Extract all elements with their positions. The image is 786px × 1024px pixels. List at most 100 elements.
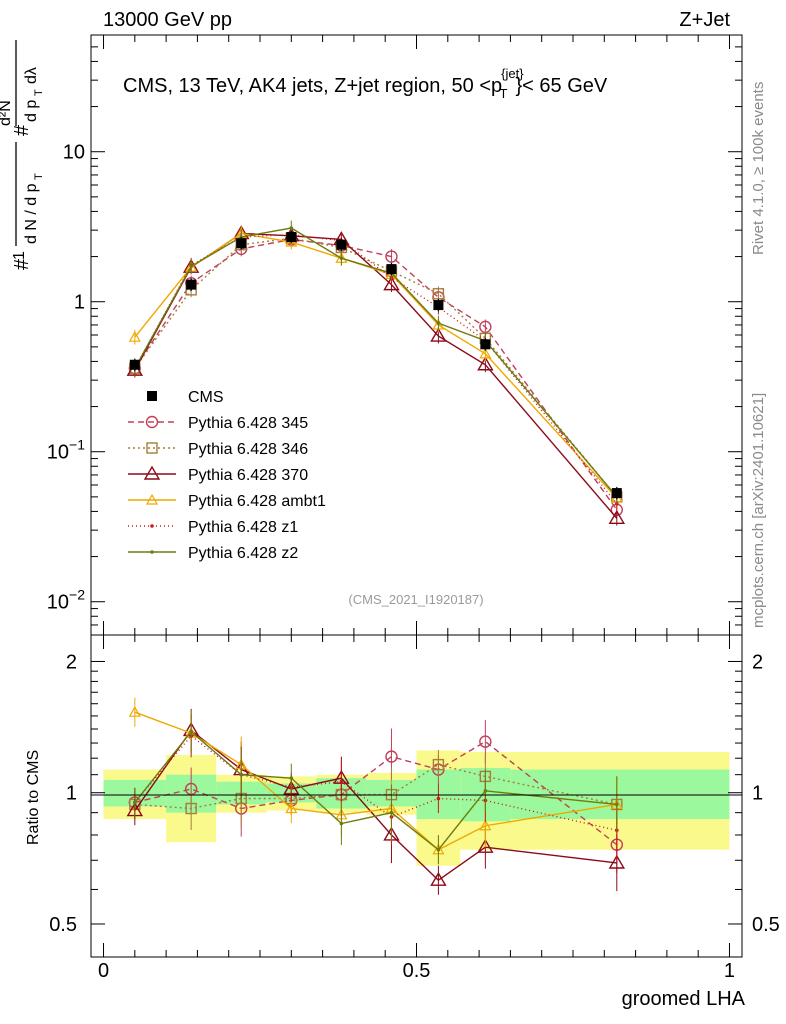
- data-point: [236, 238, 247, 249]
- y-tick-label: 10−1: [47, 437, 85, 464]
- ratio-tick-label-right: 1: [752, 783, 763, 805]
- chart-title-part1: CMS, 13 TeV, AK4 jets, Z+jet region, 50 …: [123, 75, 502, 97]
- y-label-num1: 1: [11, 251, 28, 260]
- rivet-version-label: Rivet 4.1.0, ≥ 100k events: [750, 82, 767, 255]
- x-tick-label: 0.5: [403, 960, 431, 982]
- legend-marker-p346: [146, 442, 158, 454]
- data-point: [336, 239, 347, 250]
- ratio-point-ambt1: [128, 705, 141, 717]
- y-tick-label: 1: [74, 292, 85, 314]
- y-tick-label-base: 10: [47, 592, 69, 614]
- legend-label-p345: Pythia 6.428 345: [188, 415, 308, 432]
- series-point-z2: [339, 256, 344, 261]
- main-series-layer: [126, 220, 626, 526]
- mcplots-source-label: mcplots.cern.ch [arXiv:2401.10621]: [750, 393, 767, 628]
- data-point: [611, 488, 622, 499]
- chart-title-sup: {jet}: [501, 66, 524, 81]
- series-point-ambt1: [128, 330, 141, 342]
- series-point-z2: [289, 226, 294, 230]
- ratio-point-p346: [185, 802, 197, 815]
- x-tick-label: 1: [724, 960, 735, 982]
- legend-marker-ambt1: [145, 493, 159, 505]
- header-left: 13000 GeV pp: [103, 9, 232, 31]
- legend-label-z1: Pythia 6.428 z1: [188, 519, 298, 536]
- y-label-hash1: #: [11, 258, 33, 270]
- ratio-point-z2: [289, 776, 294, 780]
- ratio-point-z2: [389, 810, 394, 815]
- ratio-point-z1: [339, 779, 344, 784]
- y-label-den2-sub: T: [33, 89, 45, 96]
- chart-title: CMS, 13 TeV, AK4 jets, Z+jet region, 50 …: [123, 66, 608, 101]
- ratio-point-p370: [430, 871, 447, 886]
- ratio-point-z2: [615, 802, 619, 807]
- ratio-point-p345: [385, 750, 398, 763]
- series-point-p370: [430, 327, 447, 342]
- ratio-point-z1: [436, 796, 441, 801]
- ratio-point-z2: [339, 821, 344, 826]
- ratio-y-label: Ratio to CMS: [25, 750, 42, 845]
- series-point-z2: [189, 264, 193, 269]
- series-point-p370: [608, 509, 626, 524]
- legend-marker-z1: [150, 524, 154, 528]
- y-label-hash2: #: [11, 124, 33, 136]
- ratio-point-ambt1: [285, 802, 298, 814]
- data-point: [433, 300, 444, 311]
- legend-label-z2: Pythia 6.428 z2: [188, 545, 298, 562]
- y-tick-label: 10−2: [47, 587, 85, 614]
- series-point-z2: [239, 235, 244, 239]
- ratio-tick-label-right: 0.5: [752, 914, 780, 936]
- data-point: [386, 264, 397, 275]
- ratio-tick-label: 2: [66, 651, 77, 673]
- ratio-point-z2: [483, 789, 488, 793]
- ratio-tick-label-right: 2: [752, 651, 763, 673]
- legend: CMS Pythia 6.428 345 Pythia 6.428 346 Pythi…: [128, 389, 326, 562]
- data-point: [186, 279, 197, 290]
- legend-label-ambt1: Pythia 6.428 ambt1: [188, 493, 326, 510]
- x-axis-label: groomed LHA: [622, 988, 746, 1010]
- analysis-watermark: (CMS_2021_I1920187): [348, 592, 483, 607]
- y-label-den1-sub: T: [33, 173, 45, 180]
- ratio-tick-label: 1: [66, 783, 77, 805]
- legend-label-cms: CMS: [188, 389, 224, 406]
- y-label-den2b: dλ: [23, 67, 40, 84]
- ratio-point-p370: [608, 854, 626, 869]
- y-tick-label-base: 10: [47, 442, 69, 464]
- legend-marker-z2: [150, 550, 154, 554]
- ratio-point-z2: [436, 847, 441, 852]
- y-tick-label: 10: [63, 142, 85, 164]
- y-label-den1: d N / d p: [23, 183, 40, 244]
- series-line-z1: [134, 233, 618, 505]
- series-point-z2: [436, 321, 441, 325]
- legend-marker-p345: [145, 415, 159, 429]
- y-tick-label-exp: −2: [69, 587, 85, 603]
- header-right: Z+Jet: [679, 9, 730, 31]
- series-line-ambt1: [134, 232, 618, 499]
- y-label-den2: d p: [23, 100, 40, 122]
- series-point-p370: [477, 356, 494, 371]
- ratio-point-ambt1: [479, 819, 492, 831]
- ratio-series-layer: [126, 697, 626, 895]
- series-point-p346: [432, 288, 445, 300]
- series-line-p346: [134, 237, 618, 498]
- ratio-line-p346: [134, 763, 617, 810]
- chart-title-part2: }< 65 GeV: [516, 75, 608, 97]
- ratio-point-z2: [133, 800, 137, 805]
- ratio-point-z2: [239, 772, 244, 777]
- series-point-ambt1: [479, 347, 492, 359]
- data-point: [480, 339, 491, 350]
- ratio-uncertainty-bands: [103, 750, 730, 866]
- legend-label-p370: Pythia 6.428 370: [188, 467, 308, 484]
- legend-marker-cms: [147, 391, 157, 401]
- ratio-point-p370: [477, 838, 494, 853]
- series-point-p370: [383, 276, 400, 291]
- chart-title-sub: T: [500, 86, 508, 101]
- legend-marker-p370: [143, 465, 161, 480]
- ratio-point-z2: [189, 729, 193, 734]
- x-tick-label: 0: [98, 960, 109, 982]
- y-axis-label: # 1 d N / d p T # d²N d p T dλ: [0, 40, 45, 270]
- ratio-point-p346: [432, 758, 445, 771]
- data-point: [129, 359, 140, 370]
- y-label-num2: d²N: [0, 100, 14, 126]
